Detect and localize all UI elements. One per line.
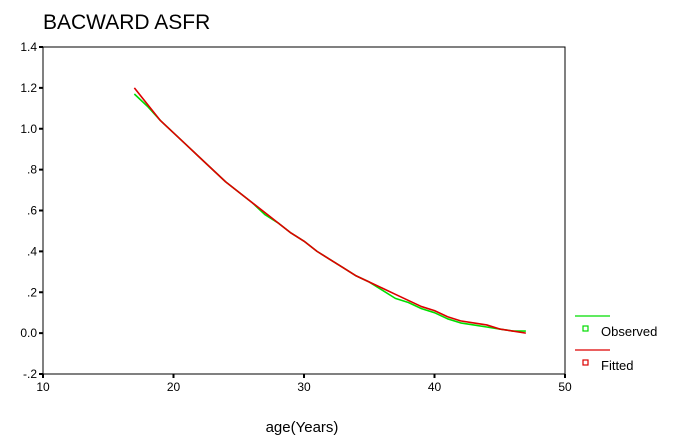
chart-title: BACWARD ASFR: [43, 11, 210, 34]
series-line-fitted: [133, 87, 526, 334]
y-tick-label: 0.0: [20, 326, 37, 340]
legend-label-observed: Observed: [601, 324, 657, 339]
x-tick-label: 20: [167, 380, 181, 394]
legend: Observed Fitted: [575, 315, 657, 373]
x-tick-label: 40: [428, 380, 442, 394]
y-tick-label: .8: [27, 163, 37, 177]
y-axis: -.2 0.0 .2 .4 .6 .8 1.0 1.2 1.4: [20, 40, 43, 381]
y-tick-label: -.2: [23, 367, 37, 381]
y-tick-label: .6: [27, 204, 37, 218]
x-tick-label: 50: [558, 380, 572, 394]
y-tick-label: 1.2: [20, 81, 37, 95]
y-tick-label: .2: [27, 285, 37, 299]
x-tick-label: 30: [297, 380, 311, 394]
legend-marker-observed: [582, 325, 589, 332]
legend-marker-fitted: [582, 359, 589, 366]
series-line-observed: [133, 93, 526, 332]
series-layer: [133, 87, 526, 334]
y-tick-label: .4: [27, 244, 37, 258]
legend-label-fitted: Fitted: [601, 358, 634, 373]
x-tick-label: 10: [36, 380, 50, 394]
y-tick-label: 1.0: [20, 122, 37, 136]
x-axis-label: age(Years): [266, 419, 339, 436]
y-tick-label: 1.4: [20, 40, 37, 54]
x-axis: 10 20 30 40 50: [36, 374, 572, 394]
